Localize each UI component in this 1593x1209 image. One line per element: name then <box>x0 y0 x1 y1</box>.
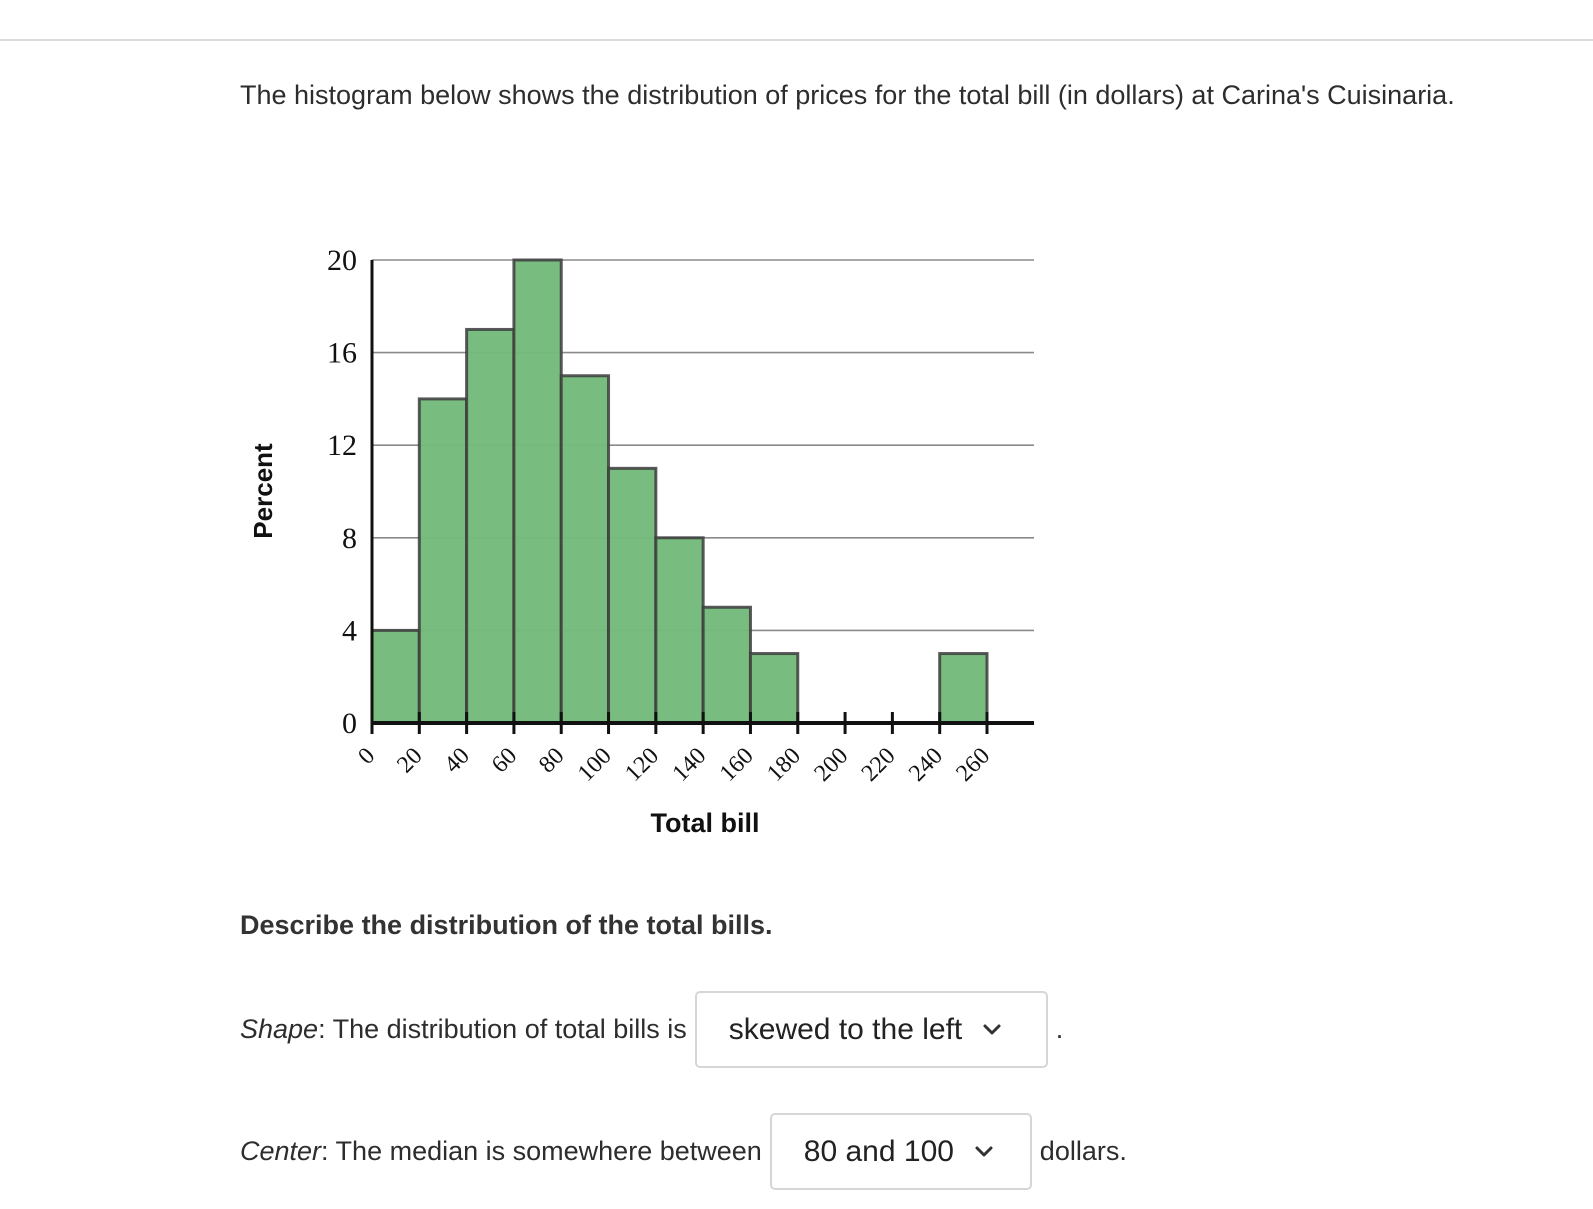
histogram-bar <box>654 536 705 725</box>
shape-label: Shape <box>240 1014 319 1044</box>
question-heading: Describe the distribution of the total b… <box>240 910 773 940</box>
chevron-down-icon <box>982 1023 1002 1037</box>
shape-row: Shape : The distribution of total bills … <box>240 991 1063 1068</box>
histogram-bar <box>938 652 989 725</box>
y-tick-label: 0 <box>342 707 357 740</box>
x-tick-label: 100 <box>573 743 617 787</box>
x-tick-label: 40 <box>440 743 475 778</box>
x-tick-label: 180 <box>762 743 806 787</box>
center-prompt: : The median is somewhere between <box>321 1136 762 1166</box>
top-divider <box>0 39 1593 41</box>
y-tick-labels: 0 4 8 12 16 20 <box>327 244 357 740</box>
y-tick-label: 8 <box>342 522 357 555</box>
histogram-bar <box>701 605 752 725</box>
histogram-bar <box>559 374 611 725</box>
y-tick-label: 4 <box>342 614 357 647</box>
center-dropdown[interactable]: 80 and 100 <box>769 1113 1032 1190</box>
x-tick-label: 260 <box>951 743 995 787</box>
y-axis-label: Percent <box>248 443 278 539</box>
x-tick-label: 20 <box>392 743 427 778</box>
x-tick-label: 60 <box>487 743 522 778</box>
x-axis-label: Total bill <box>651 808 760 838</box>
intro-text: The histogram below shows the distributi… <box>240 80 1455 110</box>
axes <box>370 260 1034 734</box>
shape-dropdown-value: skewed to the left <box>728 1012 963 1046</box>
x-tick-label: 220 <box>857 743 901 787</box>
x-tick-label: 120 <box>620 743 664 787</box>
center-dropdown-value: 80 and 100 <box>803 1134 954 1168</box>
x-tick-label: 240 <box>904 743 948 787</box>
histogram-bar <box>512 258 563 725</box>
center-row: Center : The median is somewhere between… <box>240 1113 1127 1190</box>
y-tick-label: 20 <box>327 244 357 277</box>
histogram-bar <box>748 652 800 725</box>
shape-dropdown[interactable]: skewed to the left <box>694 991 1048 1068</box>
chevron-down-icon <box>974 1145 994 1159</box>
x-tick-label: 80 <box>534 743 569 778</box>
x-tick-label: 160 <box>715 743 759 787</box>
x-tick-labels: 0 20 40 60 80 100 120 140 160 180 200 220 240 260 <box>353 743 995 787</box>
y-tick-label: 12 <box>327 429 357 462</box>
histogram-bar <box>607 466 658 725</box>
histogram-bar <box>370 628 421 725</box>
x-tick-label: 200 <box>809 743 853 787</box>
x-tick-label: 140 <box>668 743 712 787</box>
histogram-bars <box>370 258 989 725</box>
histogram-bar <box>417 397 469 725</box>
histogram-bar <box>465 327 516 725</box>
y-tick-label: 16 <box>327 337 357 370</box>
center-trailing: dollars. <box>1039 1136 1127 1166</box>
center-label: Center <box>240 1136 322 1166</box>
x-tick-label: 0 <box>353 743 380 770</box>
shape-trailing: . <box>1055 1014 1064 1044</box>
shape-prompt: : The distribution of total bills is <box>318 1014 687 1044</box>
